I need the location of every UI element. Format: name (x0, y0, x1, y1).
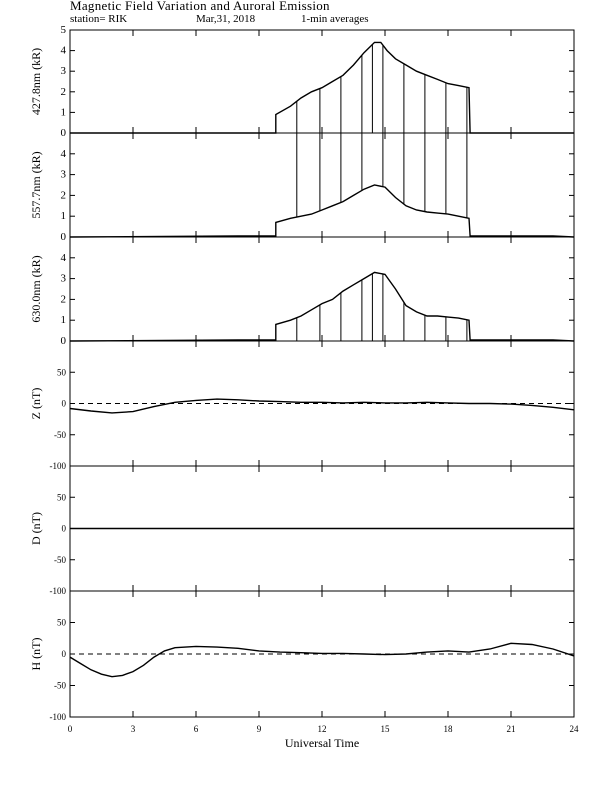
station-label: station= RIK (70, 13, 128, 25)
chart-title: Magnetic Field Variation and Auroral Emi… (70, 0, 330, 13)
y-axis-label: 557.7nm (kR) (29, 151, 43, 218)
x-tick-label: 24 (570, 724, 580, 734)
y-axis-label: Z (nT) (29, 388, 43, 420)
y-tick-label: 50 (57, 492, 67, 502)
y-tick-label: 1 (61, 314, 67, 326)
y-tick-label: 3 (61, 169, 67, 181)
y-tick-label: -100 (50, 461, 67, 471)
date-label: Mar,31, 2018 (196, 13, 256, 25)
y-tick-label: 2 (61, 86, 67, 98)
series-line (69, 271, 575, 342)
y-tick-label: 3 (61, 65, 67, 77)
series-line (70, 41, 574, 134)
y-tick-label: -50 (54, 681, 66, 691)
y-tick-label: -50 (54, 555, 66, 565)
series-line (69, 642, 575, 678)
panel-frame (69, 236, 575, 342)
y-tick-label: 0 (62, 399, 67, 409)
y-tick-label: 0 (61, 231, 67, 243)
y-axis-label: D (nT) (29, 512, 43, 545)
averaging-label: 1-min averages (301, 13, 369, 25)
y-axis-label: 427.8nm (kR) (29, 48, 43, 115)
x-tick-label: 12 (318, 724, 327, 734)
y-tick-label: 4 (61, 45, 67, 57)
y-tick-label: -100 (50, 712, 67, 722)
x-tick-label: 9 (257, 724, 262, 734)
x-tick-label: 3 (131, 724, 136, 734)
y-tick-label: -100 (50, 586, 67, 596)
panel-frame (69, 132, 575, 238)
y-tick-label: 4 (61, 252, 67, 264)
y-tick-label: 3 (61, 273, 67, 285)
series-line (69, 398, 575, 414)
x-tick-label: 15 (381, 724, 391, 734)
x-tick-label: 21 (507, 724, 516, 734)
y-tick-label: 1 (61, 210, 67, 222)
y-tick-label: 4 (61, 148, 67, 160)
x-tick-label: 18 (444, 724, 454, 734)
y-tick-label: 0 (61, 127, 67, 139)
y-axis-label: H (nT) (29, 638, 43, 671)
y-tick-label: 2 (61, 189, 67, 201)
panel-frame (69, 29, 575, 134)
y-tick-label: 0 (62, 524, 67, 534)
y-tick-label: 2 (61, 293, 67, 305)
x-tick-label: 6 (194, 724, 199, 734)
y-tick-label: 50 (57, 618, 67, 628)
y-tick-label: 5 (61, 24, 67, 36)
x-tick-label: 0 (68, 724, 73, 734)
y-tick-label: 0 (61, 335, 67, 347)
y-axis-label: 630.0nm (kR) (29, 255, 43, 322)
y-tick-label: 50 (57, 367, 67, 377)
x-axis-label: Universal Time (285, 736, 359, 750)
y-tick-label: -50 (54, 430, 66, 440)
y-tick-label: 0 (62, 649, 67, 659)
y-tick-label: 1 (61, 106, 67, 118)
series-line (69, 184, 575, 238)
